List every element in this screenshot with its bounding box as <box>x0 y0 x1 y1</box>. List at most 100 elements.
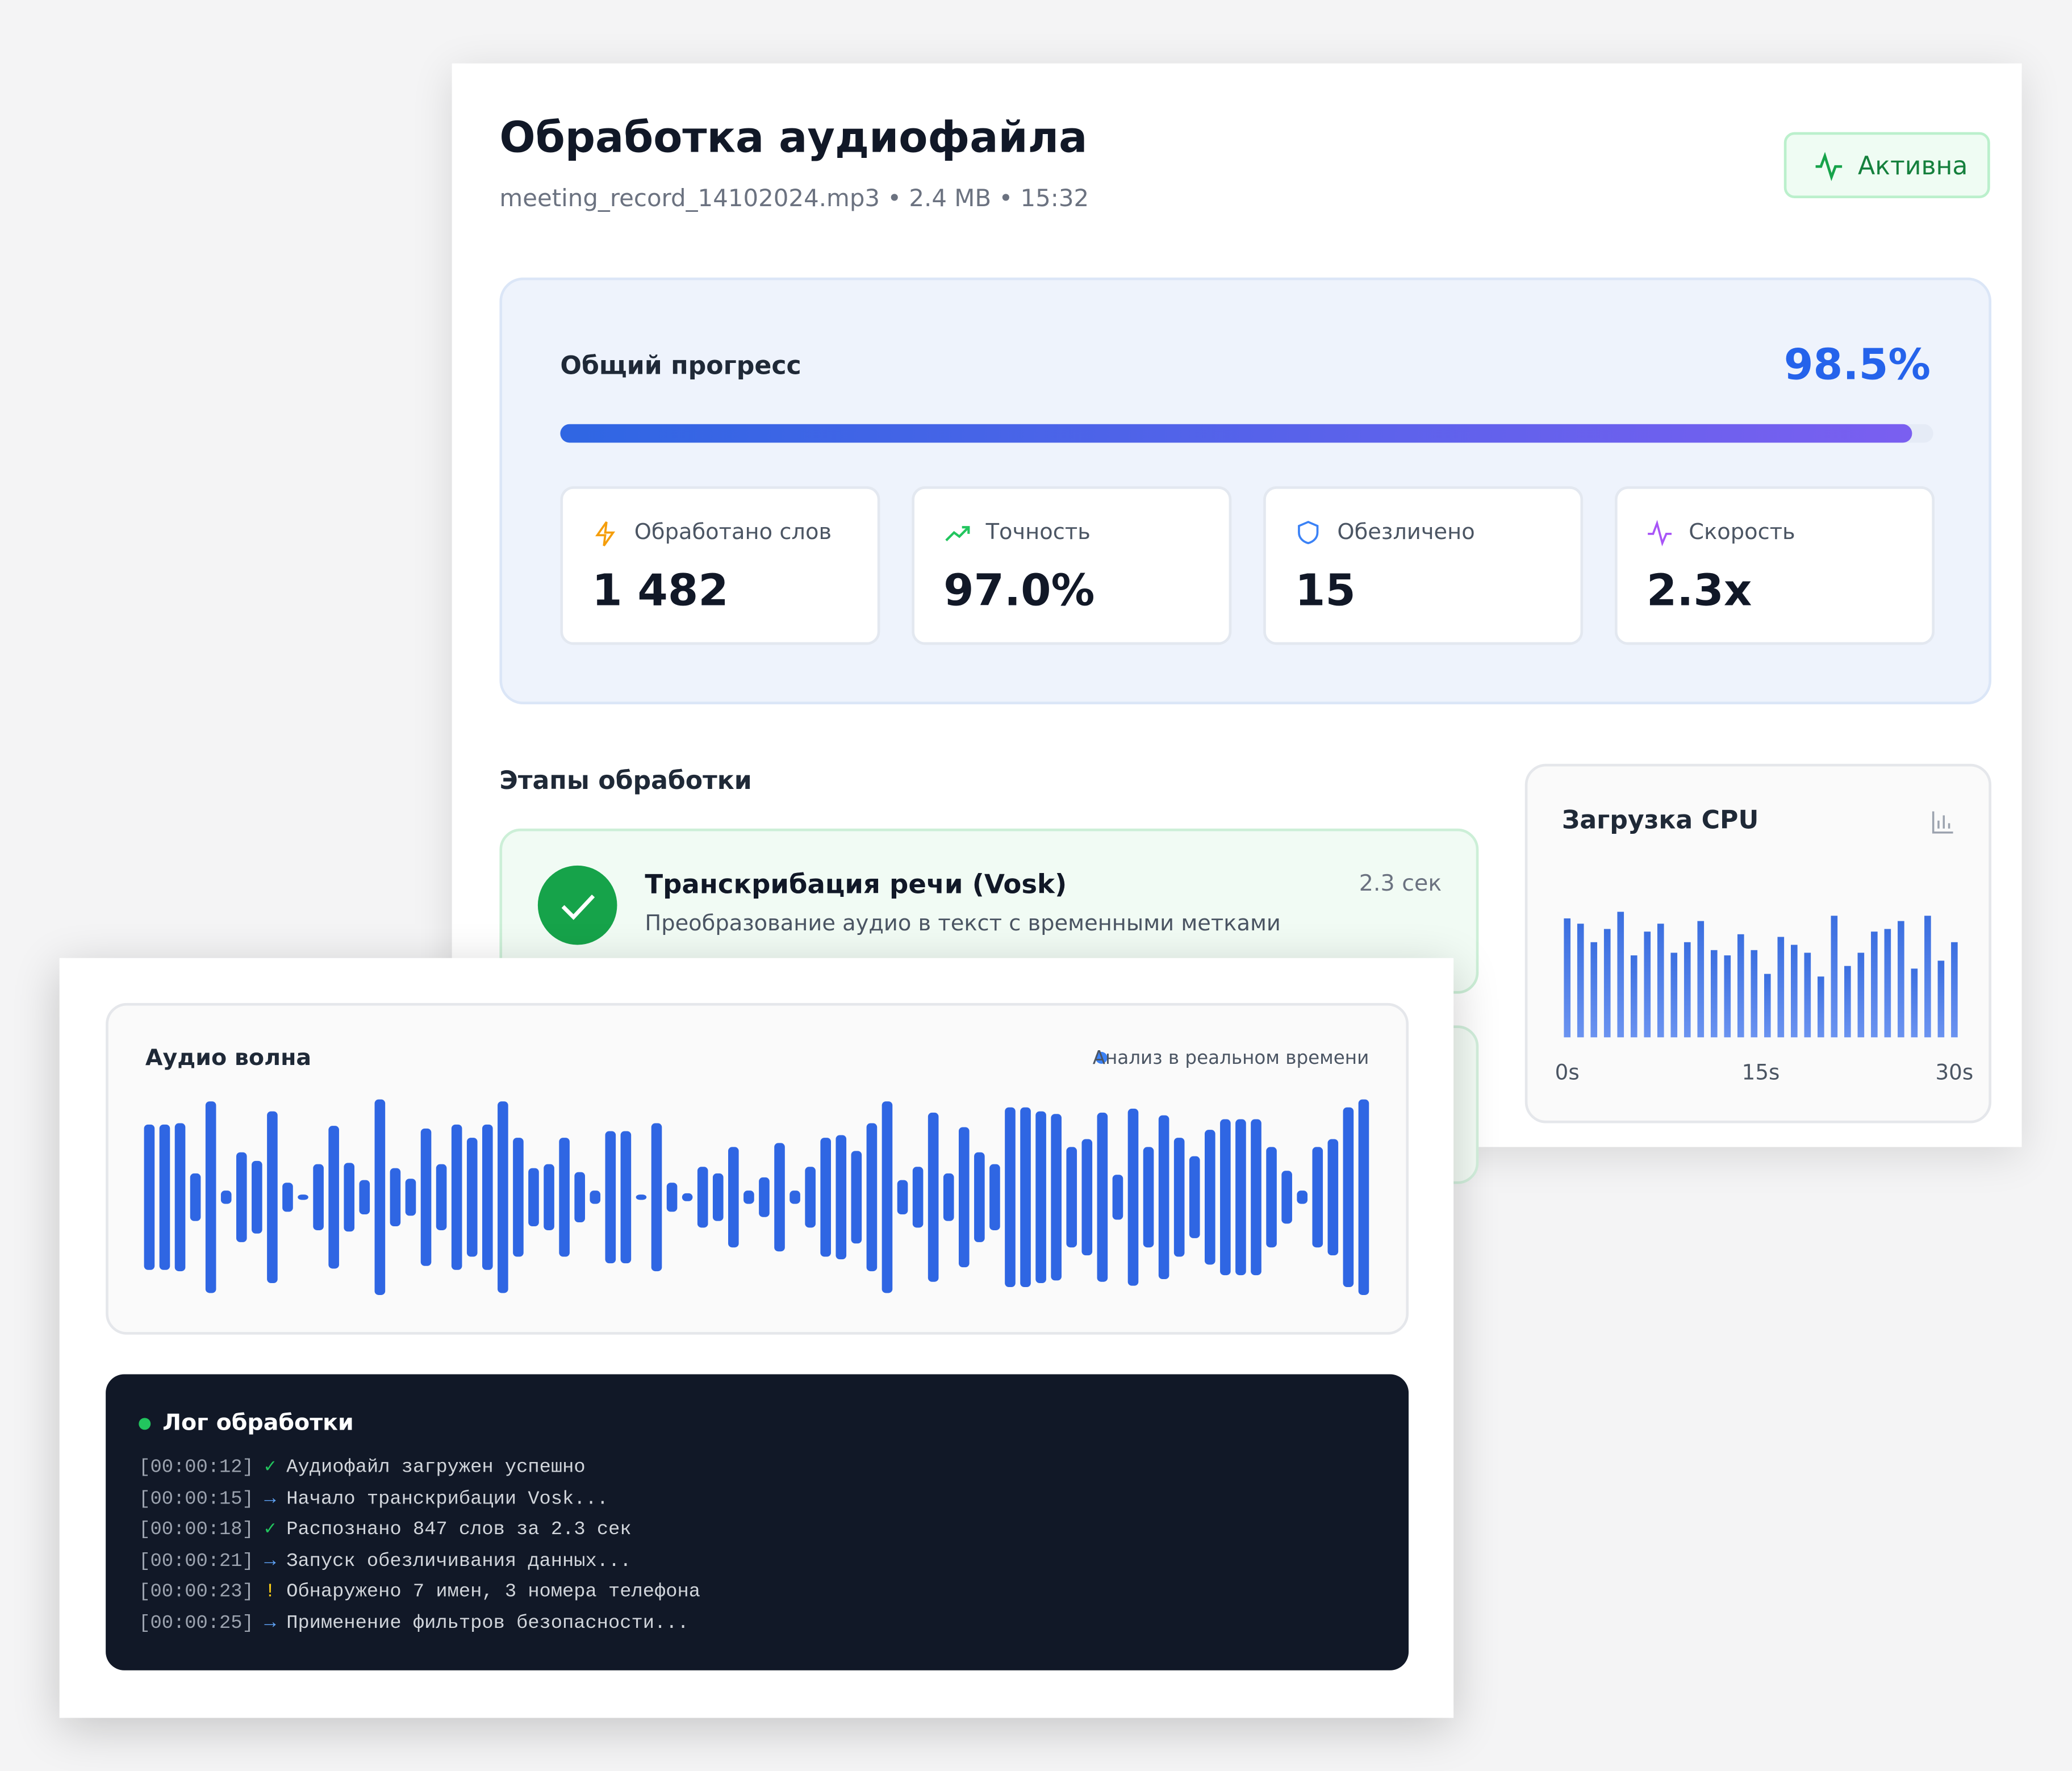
bar <box>390 1168 401 1226</box>
bar <box>282 1183 293 1212</box>
cpu-card: Загрузка CPU 0s 15s 30s <box>1524 763 1992 1123</box>
log-icon: → <box>264 1613 276 1635</box>
x-tick-label: 30s <box>1936 1060 1974 1085</box>
log-title: Лог обработки <box>162 1410 354 1436</box>
log-time: [00:00:12] <box>139 1457 254 1479</box>
stat-card: Скорость 2.3x <box>1614 486 1935 645</box>
log-line: [00:00:25] → Применение фильтров безопасно… <box>139 1613 688 1635</box>
bar <box>528 1168 539 1226</box>
legend-dot <box>1095 1051 1108 1064</box>
stage-title: Транскрибация речи (Vosk) <box>645 868 1067 900</box>
bar <box>1670 953 1678 1038</box>
bar <box>1751 950 1758 1038</box>
bar <box>789 1191 800 1204</box>
bar <box>236 1152 247 1242</box>
bar <box>774 1143 785 1252</box>
bar <box>298 1194 308 1200</box>
bar <box>205 1101 216 1293</box>
bar <box>328 1126 339 1269</box>
bar <box>190 1173 201 1221</box>
bar <box>1189 1156 1200 1238</box>
bar <box>174 1123 186 1272</box>
log-icon: → <box>264 1489 276 1510</box>
stat-value: 1 482 <box>592 564 729 616</box>
bar <box>1035 1111 1046 1284</box>
stage-description: Преобразование аудио в текст с временным… <box>645 910 1281 936</box>
bar <box>313 1164 324 1230</box>
progress-fill <box>560 424 1913 443</box>
log-time: [00:00:15] <box>139 1489 254 1510</box>
progress-panel: Общий прогресс 98.5% Обработано слов 1 48… <box>499 277 1992 705</box>
stat-icon <box>1648 520 1672 546</box>
subtitle: meeting_record_14102024.mp3 • 2.4 MB • 1… <box>499 185 1089 213</box>
stat-label: Обработано слов <box>634 519 832 545</box>
bar <box>1266 1147 1277 1248</box>
waveform-legend: Анализ в реальном времени <box>1092 1047 1369 1070</box>
bar <box>1898 921 1904 1038</box>
log-line: [00:00:15] → Начало транскрибации Vosk... <box>139 1490 608 1509</box>
bar <box>958 1127 970 1268</box>
stat-label: Обезличено <box>1337 519 1475 545</box>
bar <box>1937 960 1945 1038</box>
progress-label: Общий прогресс <box>560 351 801 381</box>
bar <box>482 1124 493 1270</box>
stat-label: Точность <box>985 519 1091 545</box>
bar <box>1564 918 1571 1038</box>
log-text: Начало транскрибации Vosk... <box>286 1489 609 1510</box>
log-dot <box>139 1418 151 1430</box>
bar <box>1020 1107 1031 1288</box>
bar <box>1127 1108 1139 1286</box>
bar <box>1724 955 1731 1038</box>
log-line: [00:00:18] ✓ Распознано 847 слов за 2.3 се… <box>139 1521 631 1540</box>
status-badge[interactable]: Активна <box>1783 132 1990 198</box>
stat-card: Обработано слов 1 482 <box>560 486 880 645</box>
bar <box>466 1138 478 1257</box>
bar <box>1235 1119 1246 1276</box>
bar <box>636 1194 647 1200</box>
bar <box>420 1128 432 1266</box>
bar <box>144 1124 155 1270</box>
log-line: [00:00:21] → Запуск обезличивания данных..… <box>139 1552 631 1572</box>
bar <box>436 1164 447 1230</box>
bar <box>666 1183 678 1212</box>
bar <box>1924 916 1931 1038</box>
bar <box>743 1191 754 1204</box>
status-text: Активна <box>1858 152 1968 181</box>
bar <box>697 1167 708 1228</box>
stat-icon <box>595 521 616 546</box>
bar <box>1358 1099 1369 1295</box>
bar <box>928 1112 939 1282</box>
bar <box>1684 942 1691 1038</box>
bar <box>574 1172 585 1223</box>
bar <box>1644 932 1651 1038</box>
log-time: [00:00:18] <box>139 1519 254 1542</box>
bar <box>1764 974 1771 1038</box>
bar <box>682 1193 693 1201</box>
bar <box>1327 1139 1339 1256</box>
stat-icon <box>945 526 970 542</box>
bar <box>267 1111 278 1284</box>
bar <box>820 1138 832 1257</box>
bar <box>651 1123 662 1272</box>
log-icon: ! <box>264 1582 276 1603</box>
bar <box>1818 976 1824 1038</box>
bar <box>1590 942 1598 1038</box>
cpu-title: Загрузка CPU <box>1561 806 1759 836</box>
bar <box>805 1167 816 1228</box>
bar <box>882 1101 893 1293</box>
bar <box>374 1099 386 1295</box>
log-text: Обнаружено 7 имен, 3 номера телефона <box>286 1582 701 1603</box>
log-icon: → <box>264 1551 276 1573</box>
log-text: Аудиофайл загружен успешно <box>286 1457 586 1479</box>
stages-title: Этапы обработки <box>499 766 752 796</box>
stat-value: 97.0% <box>943 564 1095 616</box>
bar <box>1112 1175 1123 1220</box>
bar <box>759 1177 770 1217</box>
bar <box>1097 1112 1108 1282</box>
stat-value: 15 <box>1294 564 1356 616</box>
check-icon <box>537 865 617 945</box>
log-time: [00:00:25] <box>139 1613 254 1635</box>
chart-icon[interactable] <box>1929 809 1956 836</box>
